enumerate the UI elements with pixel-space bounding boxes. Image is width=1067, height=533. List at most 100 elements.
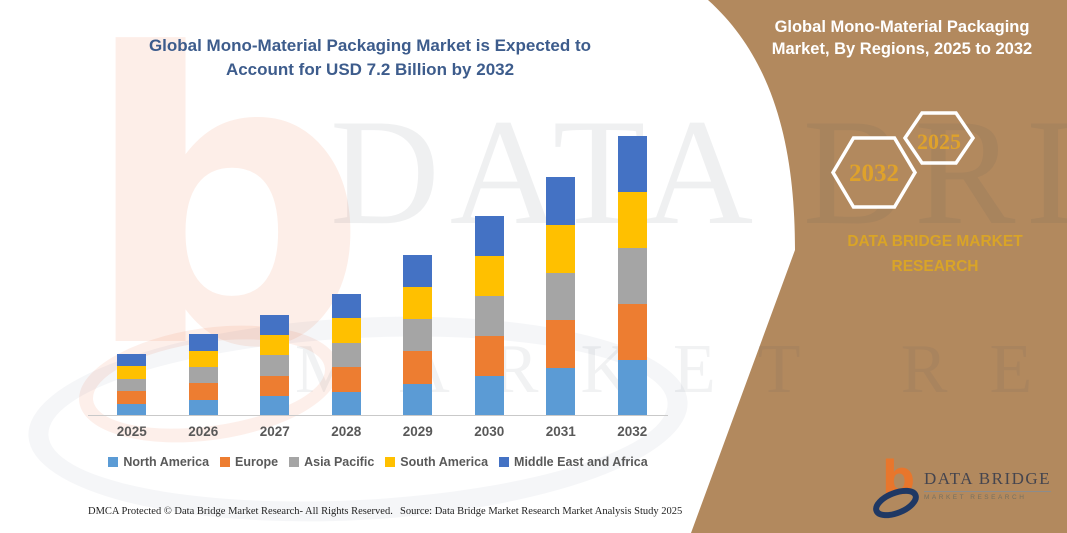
bar-segment-2030-south-america [474,255,504,296]
bar-segment-2029-europe [403,351,433,384]
bar-segment-2030-north-america [474,375,504,416]
logo-swoosh-icon [873,487,919,519]
databridge-logo-mark: b [872,454,924,520]
bar-segment-2025-europe [117,391,147,404]
page-title: Global Mono-Material Packaging Market is… [110,34,630,82]
bar-segment-2026-south-america [188,350,218,368]
brand-wordmark-line1: DATA BRIDGE MARKET [847,233,1023,250]
legend-label: South America [400,455,489,469]
legend-item-north-america: North America [108,455,209,469]
x-tick-label-2031: 2031 [545,424,576,439]
bar-segment-2025-asia-pacific [117,378,147,392]
bar-segment-2027-asia-pacific [260,355,290,376]
legend-item-europe: Europe [220,455,278,469]
bar-segment-2029-south-america [403,286,433,320]
bar-segment-2026-europe [188,383,218,400]
bar-segment-2027-north-america [260,395,290,416]
x-tick-label-2030: 2030 [474,424,505,439]
bar-segment-2028-asia-pacific [331,342,361,367]
hexagon-2025 [902,111,976,165]
bar-segment-2030-asia-pacific [474,295,504,336]
x-axis-labels: 2025 2026 2027 2028 2029 2030 2031 2032 [96,424,668,439]
side-panel-title: Global Mono-Material Packaging Market, B… [752,16,1052,60]
bar-segment-2032-middle-east-and-africa [617,136,647,192]
bar-stack-2030 [474,215,504,416]
dmca-notice: DMCA Protected © Data Bridge Market Rese… [88,506,393,517]
bar-stack-2027 [260,314,290,416]
legend-marker-icon [108,457,119,467]
bar-segment-2032-north-america [617,360,647,416]
legend-label: Europe [235,455,279,469]
bar-column-2026 [168,120,240,416]
x-tick-label-2027: 2027 [259,424,290,439]
x-tick-label-2025: 2025 [116,424,147,439]
bar-segment-2028-north-america [331,391,361,416]
logo-name: DATA BRIDGE [924,469,1052,492]
tan-wedge [691,0,1067,533]
bar-segment-2030-middle-east-and-africa [474,215,504,256]
bar-segment-2028-europe [331,367,361,392]
bar-column-2028 [311,120,383,416]
legend-label: Asia Pacific [304,455,375,469]
legend-marker-icon [289,457,300,467]
brand-wordmark: DATA BRIDGE MARKET RESEARCH [810,229,1060,279]
source-note: Source: Data Bridge Market Research Mark… [400,506,683,517]
bar-stack-2031 [546,176,576,416]
bar-segment-2031-north-america [546,368,576,416]
bar-segment-2029-north-america [403,383,433,416]
side-panel-title-line1: Global Mono-Material Packaging [774,18,1030,36]
hexagon-2032-label: 2032 [849,160,899,187]
logo-subtitle: MARKET RESEARCH [924,494,1027,501]
bar-segment-2028-south-america [331,318,361,343]
hexagon-2032 [830,136,918,209]
bar-segment-2027-middle-east-and-africa [260,314,290,336]
bar-segment-2032-asia-pacific [617,248,647,304]
bar-column-2025 [96,120,168,416]
legend-marker-icon [499,457,510,467]
legend-item-middle-east-and-africa: Middle East and Africa [499,455,648,469]
bar-column-2027 [239,120,311,416]
logo-text-column: DATA BRIDGE MARKET RESEARCH [924,460,1052,520]
bar-segment-2025-south-america [117,366,147,379]
bar-segment-2031-middle-east-and-africa [546,176,576,225]
bar-segment-2031-europe [546,320,576,369]
x-tick-label-2026: 2026 [188,424,219,439]
legend-marker-icon [220,457,231,467]
bar-segment-2029-asia-pacific [403,319,433,352]
bar-column-2032 [597,120,669,416]
bar-column-2029 [382,120,454,416]
stacked-bar-chart [96,120,668,416]
bar-stack-2032 [617,136,647,416]
bar-segment-2032-europe [617,304,647,360]
legend-label: North America [123,455,210,469]
bar-segment-2031-asia-pacific [546,272,576,321]
bar-segment-2032-south-america [617,192,647,248]
bar-stack-2029 [403,254,433,416]
bar-segment-2025-north-america [117,403,147,416]
bar-segment-2030-europe [474,335,504,376]
bar-column-2031 [525,120,597,416]
bar-segment-2026-asia-pacific [188,367,218,384]
x-tick-label-2028: 2028 [331,424,362,439]
forecast-hexagons: 2025 2032 [830,111,976,209]
legend-item-asia-pacific: Asia Pacific [289,455,374,469]
chart-legend: North America Europe Asia Pacific South Ame… [80,455,676,469]
bar-segment-2028-middle-east-and-africa [331,293,361,318]
x-tick-label-2032: 2032 [617,424,648,439]
legend-item-south-america: South America [385,455,488,469]
page-title-line1: Global Mono-Material Packaging Market is… [148,36,592,55]
bar-segment-2029-middle-east-and-africa [403,254,433,287]
databridge-logo: b DATA BRIDGE MARKET RESEARCH [872,454,1062,520]
bar-stack-2025 [117,353,147,416]
side-panel-title-line2: Market, By Regions, 2025 to 2032 [771,40,1033,58]
bar-segment-2025-middle-east-and-africa [117,353,147,367]
bar-segment-2027-south-america [260,335,290,356]
bar-segment-2026-middle-east-and-africa [188,334,218,351]
hexagon-2025-label: 2025 [917,129,961,154]
bar-stack-2026 [188,334,218,416]
bar-segment-2026-north-america [188,399,218,416]
bar-segment-2027-europe [260,375,290,396]
page-title-line2: Account for USD 7.2 Billion by 2032 [225,60,515,79]
